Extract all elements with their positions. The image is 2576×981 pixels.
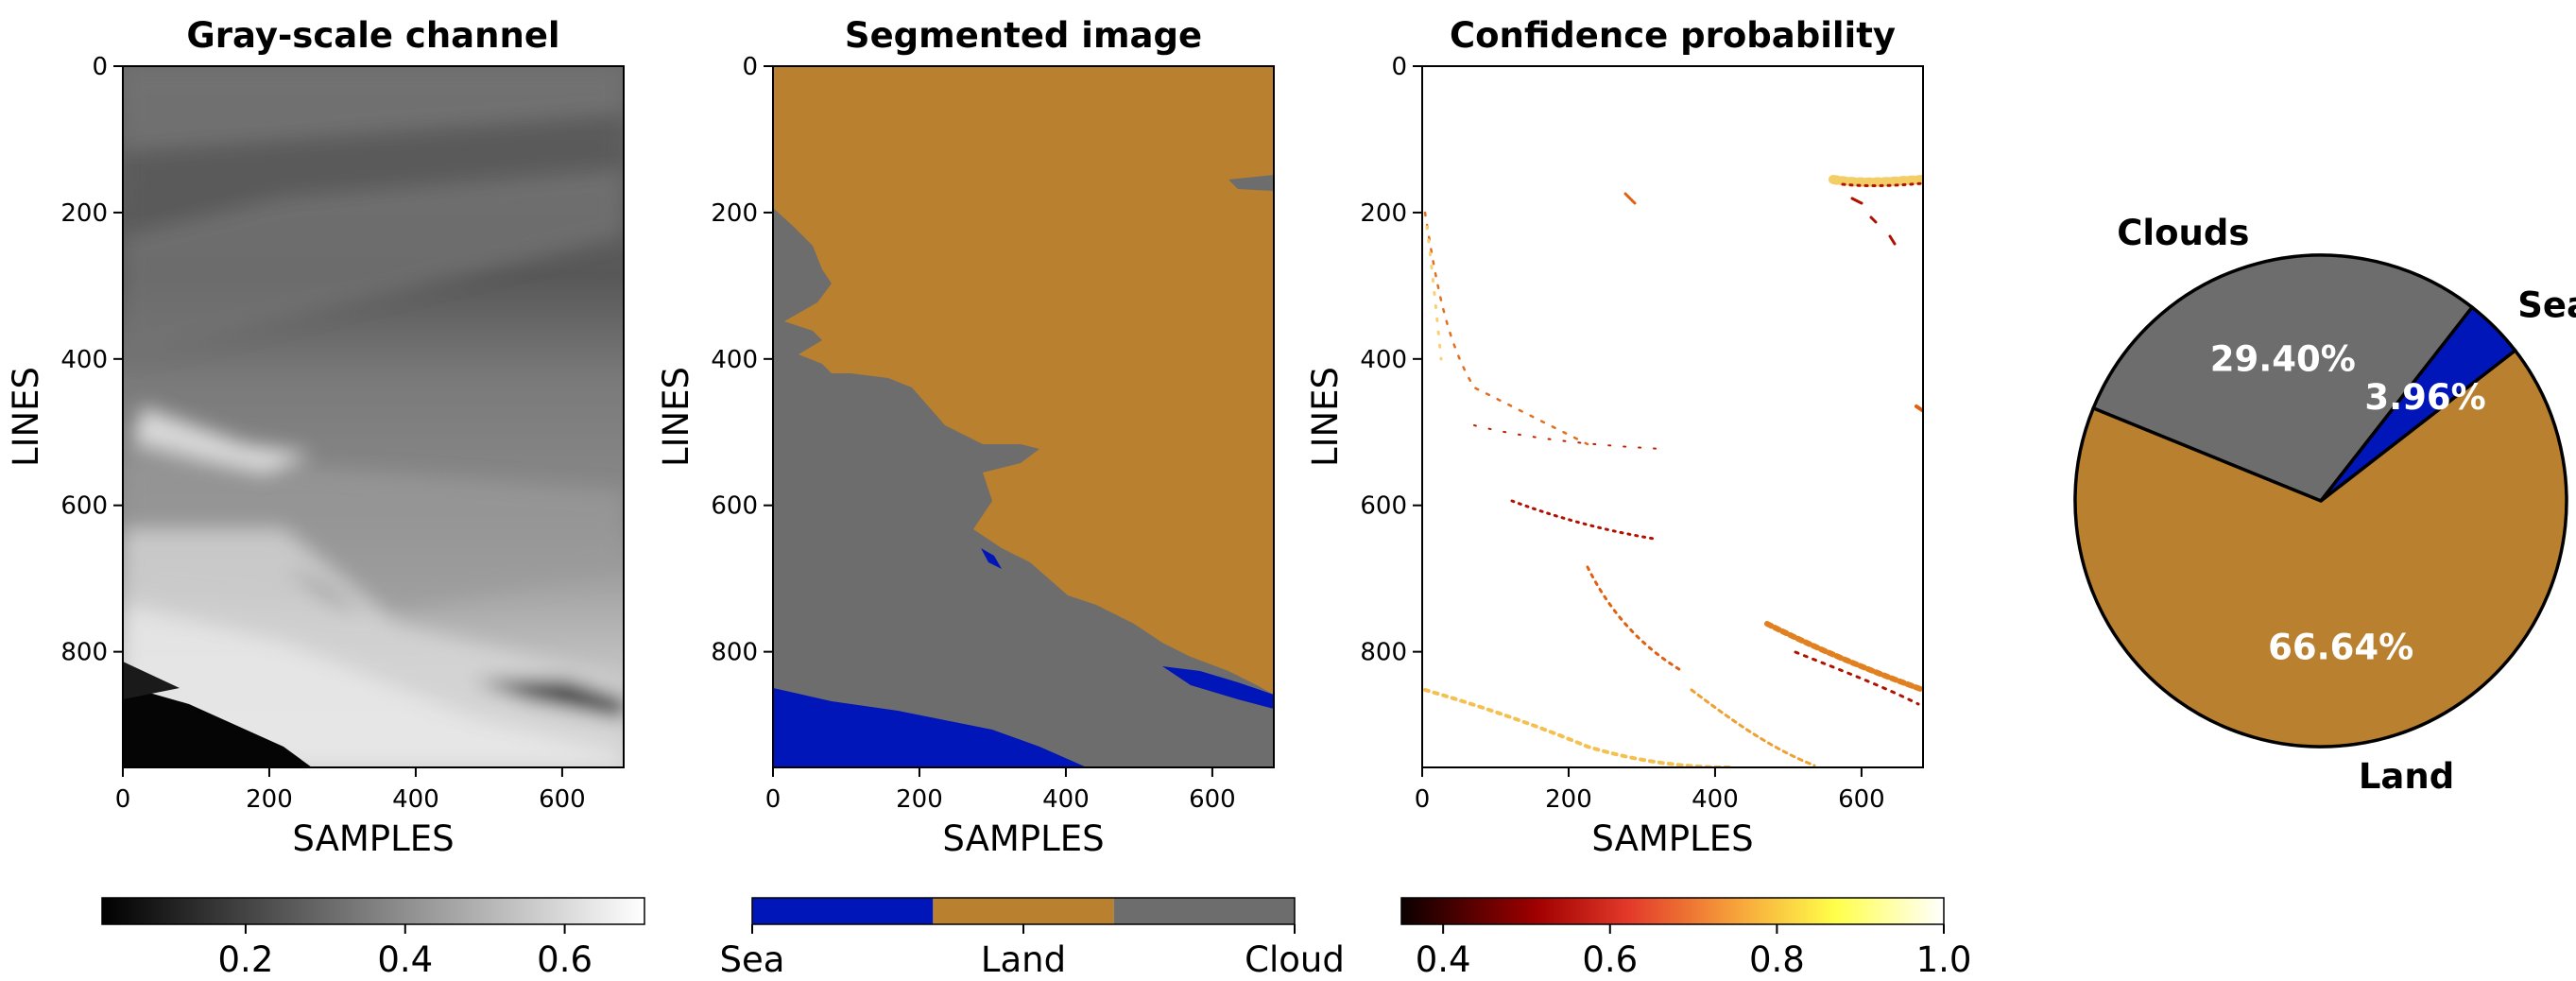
panel-pie: 29.40% Clouds 66.64% Land 3.96% Sea	[2073, 213, 2576, 797]
pie-percent-label: 29.40%	[2210, 338, 2356, 379]
grayscale-colorbar-ticks: 0.2 0.4 0.6	[218, 924, 592, 980]
confidence-y-ticks: 0 200 400 600 800	[1360, 53, 1422, 667]
grayscale-title: Gray-scale channel	[186, 15, 559, 56]
colorbar-tick-label: Sea	[720, 939, 785, 980]
y-tick-label: 200	[1360, 199, 1407, 228]
x-tick-label: 0	[765, 785, 781, 814]
segmented-ylabel: LINES	[656, 367, 696, 467]
x-tick-label: 600	[1838, 785, 1885, 814]
y-tick-label: 400	[711, 346, 758, 374]
grayscale-colorbar-gradient	[101, 897, 645, 925]
colorbar-tick-label: 0.8	[1749, 939, 1805, 980]
x-tick-label: 200	[896, 785, 943, 814]
grayscale-y-ticks: 0 200 400 600 800	[60, 53, 123, 667]
colorbar-tick-label: 0.2	[218, 939, 274, 980]
segmented-x-ticks: 0 200 400 600	[765, 767, 1236, 814]
pie-category-label: Clouds	[2117, 213, 2249, 253]
confidence-axes-frame	[1421, 65, 1924, 768]
x-tick-label: 200	[246, 785, 293, 814]
segmented-xlabel: SAMPLES	[942, 818, 1104, 859]
confidence-ylabel: LINES	[1305, 367, 1346, 467]
y-tick-label: 800	[1360, 639, 1407, 667]
y-tick-label: 600	[1360, 492, 1407, 521]
pie-category-label: Land	[2359, 756, 2454, 797]
grayscale-xlabel: SAMPLES	[292, 818, 454, 859]
y-tick-label: 600	[60, 492, 108, 521]
grayscale-image	[123, 66, 624, 767]
confidence-x-ticks: 0 200 400 600	[1415, 767, 1885, 814]
panel-grayscale: Gray-scale channel 0 200 400 600 0 200 400 600…	[6, 15, 645, 980]
x-tick-label: 600	[539, 785, 586, 814]
segmented-title: Segmented image	[845, 15, 1202, 56]
x-tick-label: 200	[1545, 785, 1592, 814]
panel-segmented: Segmented image 0 200 400 600 0 200 400 600 800…	[656, 15, 1345, 980]
y-tick-label: 0	[742, 53, 758, 81]
segmented-y-ticks: 0 200 400 600 800	[711, 53, 773, 667]
y-tick-label: 0	[1391, 53, 1407, 81]
grayscale-axes-frame	[122, 65, 625, 768]
colorbar-tick-label: 0.4	[1416, 939, 1471, 980]
colorbar-tick-label: 0.6	[537, 939, 592, 980]
grayscale-colorbar: 0.2 0.4 0.6	[101, 897, 645, 980]
pie-percent-label: 3.96%	[2364, 377, 2485, 418]
pie-slice-clouds	[2090, 253, 2475, 504]
pie-percent-label: 66.64%	[2268, 628, 2413, 668]
panel-confidence: Confidence probability 0 200 400 600	[1305, 15, 1971, 980]
y-tick-label: 800	[60, 639, 108, 667]
y-tick-label: 200	[711, 199, 758, 228]
y-tick-label: 800	[711, 639, 758, 667]
segmented-image	[773, 66, 1274, 767]
pie-category-label: Sea	[2517, 285, 2576, 326]
y-tick-label: 200	[60, 199, 108, 228]
colorbar-class-cloud	[1113, 898, 1295, 924]
colorbar-tick-label: 0.6	[1582, 939, 1638, 980]
confidence-colorbar-gradient	[1400, 897, 1945, 925]
colorbar-class-land	[933, 898, 1114, 924]
colorbar-class-sea	[752, 898, 934, 924]
colorbar-tick-label: Land	[981, 939, 1066, 980]
colorbar-tick-label: 0.4	[377, 939, 433, 980]
confidence-low-trails	[1423, 175, 1923, 767]
x-tick-label: 600	[1189, 785, 1236, 814]
confidence-xlabel: SAMPLES	[1591, 818, 1753, 859]
confidence-colorbar-ticks: 0.4 0.6 0.8 1.0	[1416, 924, 1972, 980]
confidence-colorbar: 0.4 0.6 0.8 1.0	[1400, 897, 1972, 980]
pie-slice-land	[2073, 348, 2568, 749]
x-tick-label: 400	[1042, 785, 1090, 814]
y-tick-label: 400	[60, 346, 108, 374]
grayscale-ylabel: LINES	[6, 367, 46, 467]
pie-slice-sea	[2319, 304, 2518, 503]
x-tick-label: 0	[1415, 785, 1431, 814]
colorbar-tick-label: Cloud	[1245, 939, 1345, 980]
grayscale-x-ticks: 0 200 400 600	[115, 767, 586, 814]
x-tick-label: 400	[1692, 785, 1739, 814]
confidence-image	[1422, 66, 1923, 767]
segmented-axes-frame	[772, 65, 1275, 768]
y-tick-label: 600	[711, 492, 758, 521]
colorbar-tick-label: 1.0	[1916, 939, 1972, 980]
segmented-class-cloud-region	[773, 208, 1274, 767]
x-tick-label: 0	[115, 785, 131, 814]
x-tick-label: 400	[392, 785, 439, 814]
y-tick-label: 0	[92, 53, 108, 81]
y-tick-label: 400	[1360, 346, 1407, 374]
confidence-title: Confidence probability	[1450, 15, 1896, 56]
segmented-colorbar: Sea Land Cloud	[720, 897, 1345, 980]
